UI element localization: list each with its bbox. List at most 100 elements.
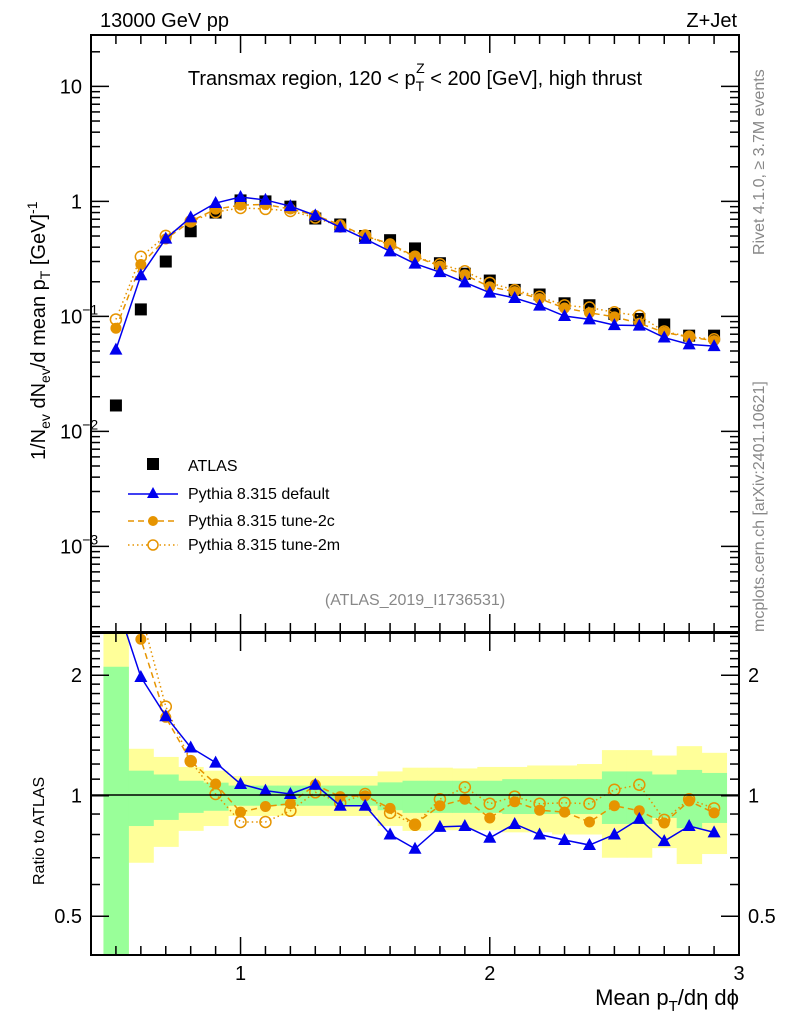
default-point <box>483 285 497 298</box>
default-point <box>458 275 472 288</box>
ratio-y-tick-label-right: 0.5 <box>748 906 776 928</box>
default-point <box>109 594 122 606</box>
tune-2m-point <box>458 780 472 794</box>
tune-2m-point <box>259 815 272 829</box>
ratio-y-tick-label-right: 1 <box>748 786 759 808</box>
y-tick-label: 1 <box>71 191 82 213</box>
default-point <box>408 841 422 854</box>
legend-tune2c-marker <box>148 516 158 526</box>
default-point <box>433 819 447 832</box>
ratio-band-inner <box>601 771 628 824</box>
ratio-band-inner <box>402 780 428 813</box>
tune-2c-point <box>583 816 595 828</box>
tune-2c-point <box>210 778 222 790</box>
tune-2m-point <box>633 778 646 792</box>
tune-2c-point <box>608 800 620 812</box>
ratio-y-tick-label-left: 1 <box>71 786 82 808</box>
legend-tune2c: Pythia 8.315 tune-2c <box>188 513 335 530</box>
default-point <box>209 755 223 768</box>
default-point <box>707 339 721 352</box>
default-point <box>258 192 272 205</box>
atlas-point <box>184 225 197 238</box>
default-point <box>508 291 522 304</box>
tune-2c-point <box>110 322 122 334</box>
default-point <box>209 196 223 209</box>
x-tick-label: 2 <box>484 963 495 985</box>
ratio-band-inner <box>153 774 179 820</box>
default-point <box>707 825 721 838</box>
default-point <box>533 827 547 840</box>
tune-2m-point <box>135 607 146 618</box>
default-point <box>358 231 372 244</box>
y-axis-label: 1/Nev dNev/d mean pT [GeV]-1 <box>24 201 53 460</box>
default-point <box>184 740 198 753</box>
ratio-band-inner <box>577 779 603 815</box>
tune-2c-point <box>509 796 521 808</box>
tune-2c-point <box>459 793 471 805</box>
data-marks <box>109 190 721 854</box>
x-tick-label: 1 <box>235 963 246 985</box>
atlas-point <box>159 255 172 268</box>
default-point <box>383 827 397 840</box>
ratio-panel-marks <box>109 594 721 854</box>
tune-2m-point <box>583 797 596 810</box>
tune-2c-point <box>384 802 396 814</box>
ratio-y-label: Ratio to ATLAS <box>31 777 48 885</box>
default-point <box>159 709 173 722</box>
tune-2c-point <box>384 238 396 250</box>
default-point <box>283 786 297 799</box>
ratio-y-tick-label-left: 2 <box>71 665 82 687</box>
tune-2c-point <box>484 812 496 824</box>
ratio-y-tick-label-right: 2 <box>748 665 759 687</box>
ratio-band-inner <box>477 780 503 813</box>
default-point <box>682 337 696 350</box>
legend-default: Pythia 8.315 default <box>188 486 330 503</box>
tune-2c-point <box>185 755 197 767</box>
legend-tune2m-marker <box>147 539 159 551</box>
default-point <box>458 819 472 832</box>
ratio-bands <box>103 633 728 955</box>
default-point <box>408 256 422 269</box>
default-point <box>258 783 272 796</box>
tune-2c-point <box>259 800 271 812</box>
default-point <box>433 265 447 278</box>
default-point <box>109 342 123 355</box>
ratio-band-inner <box>178 780 204 813</box>
default-point <box>234 776 248 789</box>
default-point <box>483 830 497 843</box>
main-panel-marks <box>109 190 721 412</box>
legend-atlas: ATLAS <box>188 458 238 475</box>
ratio-band-inner <box>128 770 154 827</box>
ratio-band-inner <box>651 774 678 818</box>
default-point <box>558 309 572 322</box>
header-left: 13000 GeV pp <box>100 10 229 32</box>
ratio-band-inner <box>103 666 129 955</box>
default-point <box>558 833 572 846</box>
tune-2m-point <box>483 797 497 810</box>
y-tick-label: 10 <box>60 76 82 98</box>
tune-2c-point <box>608 311 620 323</box>
tune-2c-point <box>459 269 471 281</box>
tune-2c-point <box>135 258 147 270</box>
tune-2c-point <box>633 805 645 817</box>
default-point <box>134 669 148 682</box>
tune-2c-point <box>409 818 421 830</box>
default-line <box>115 196 715 350</box>
tune-2c-point <box>683 331 695 343</box>
x-tick-label: 3 <box>733 963 744 985</box>
default-point <box>184 210 198 223</box>
rivet-label: Rivet 4.1.0, ≥ 3.7M events <box>751 69 768 255</box>
tune-2c-point <box>284 798 296 810</box>
tune-2c-point <box>235 806 247 818</box>
y-tick-label: 10−3 <box>60 531 98 558</box>
tune-2c-point <box>708 807 720 819</box>
analysis-id: (ATLAS_2019_I1736531) <box>325 592 505 609</box>
tune-2c-point <box>110 596 121 607</box>
default-point <box>632 811 646 824</box>
default-point <box>333 220 347 233</box>
default-point <box>134 268 148 281</box>
legend: ATLAS Pythia 8.315 default Pythia 8.315 … <box>128 458 340 554</box>
ratio-y-tick-label-left: 0.5 <box>54 906 82 928</box>
default-point <box>333 798 347 811</box>
